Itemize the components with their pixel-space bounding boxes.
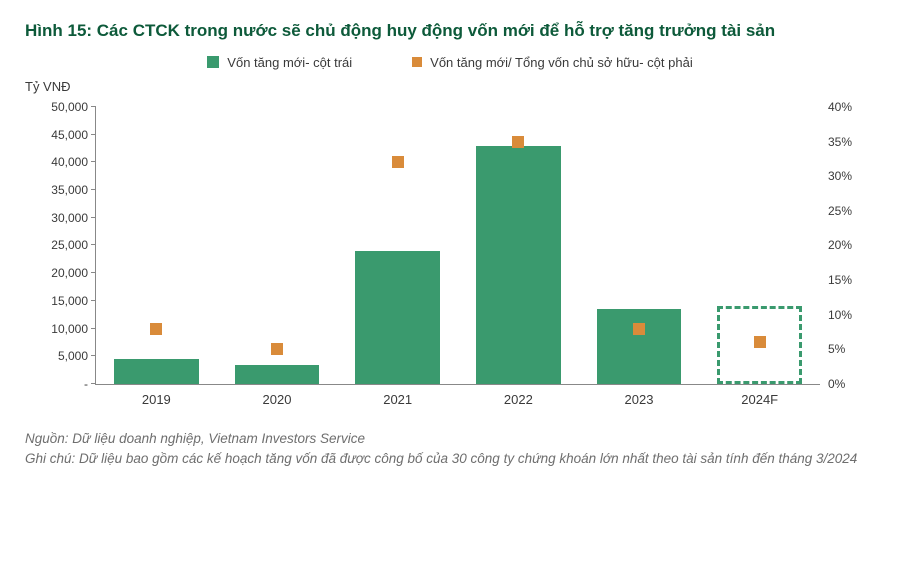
y-left-tick: 30,000 <box>51 211 96 225</box>
legend-item-bars: Vốn tăng mới- cột trái <box>207 55 352 70</box>
bar <box>476 146 560 384</box>
bar-slot: 2024F <box>699 107 820 384</box>
bar-legend-icon <box>207 56 219 68</box>
bar <box>355 251 439 384</box>
bar <box>597 309 681 384</box>
y-left-tick: - <box>84 377 96 391</box>
y-left-tick: 5,000 <box>58 349 96 363</box>
y-left-tick: 25,000 <box>51 238 96 252</box>
y-right-tick: 30% <box>820 169 852 183</box>
legend: Vốn tăng mới- cột trái Vốn tăng mới/ Tổn… <box>25 55 875 70</box>
ratio-marker <box>271 343 283 355</box>
bar-slot: 2019 <box>96 107 217 384</box>
x-axis-label: 2019 <box>142 384 171 407</box>
y-left-tick: 50,000 <box>51 100 96 114</box>
plot-region: 201920202021202220232024F -5,00010,00015… <box>95 107 820 385</box>
y-right-tick: 15% <box>820 273 852 287</box>
ratio-marker <box>150 323 162 335</box>
ratio-marker <box>392 156 404 168</box>
y-right-tick: 0% <box>820 377 845 391</box>
ratio-marker <box>512 136 524 148</box>
y-left-tick: 15,000 <box>51 294 96 308</box>
y-right-tick: 5% <box>820 342 845 356</box>
y-left-tick: 10,000 <box>51 322 96 336</box>
bar-slot: 2020 <box>217 107 338 384</box>
bar-slot: 2022 <box>458 107 579 384</box>
legend-label-2: Vốn tăng mới/ Tổng vốn chủ sở hữu- cột p… <box>430 55 693 70</box>
y-right-tick: 25% <box>820 204 852 218</box>
y-left-tick: 45,000 <box>51 128 96 142</box>
x-axis-label: 2022 <box>504 384 533 407</box>
x-axis-label: 2023 <box>625 384 654 407</box>
bars-container: 201920202021202220232024F <box>96 107 820 384</box>
y-left-tick: 35,000 <box>51 183 96 197</box>
bar-slot: 2023 <box>579 107 700 384</box>
note-line: Ghi chú: Dữ liệu bao gồm các kế hoạch tă… <box>25 449 875 469</box>
source-line: Nguồn: Dữ liệu doanh nghiệp, Vietnam Inv… <box>25 429 875 449</box>
x-axis-label: 2021 <box>383 384 412 407</box>
bar-slot: 2021 <box>337 107 458 384</box>
chart-area: Vốn tăng mới- cột trái Vốn tăng mới/ Tổn… <box>25 55 875 415</box>
ratio-marker <box>633 323 645 335</box>
ratio-marker <box>754 336 766 348</box>
legend-label-1: Vốn tăng mới- cột trái <box>227 55 352 70</box>
x-axis-label: 2020 <box>263 384 292 407</box>
legend-item-markers: Vốn tăng mới/ Tổng vốn chủ sở hữu- cột p… <box>412 55 693 70</box>
y-left-tick: 20,000 <box>51 266 96 280</box>
chart-title: Hình 15: Các CTCK trong nước sẽ chủ động… <box>25 20 875 43</box>
footnotes: Nguồn: Dữ liệu doanh nghiệp, Vietnam Inv… <box>25 429 875 468</box>
marker-legend-icon <box>412 57 422 67</box>
bar <box>114 359 198 384</box>
y-right-tick: 35% <box>820 135 852 149</box>
y-axis-left-unit: Tỷ VNĐ <box>25 79 71 94</box>
y-right-tick: 20% <box>820 238 852 252</box>
y-right-tick: 40% <box>820 100 852 114</box>
y-left-tick: 40,000 <box>51 155 96 169</box>
x-axis-label: 2024F <box>741 384 778 407</box>
bar <box>235 365 319 384</box>
y-right-tick: 10% <box>820 308 852 322</box>
